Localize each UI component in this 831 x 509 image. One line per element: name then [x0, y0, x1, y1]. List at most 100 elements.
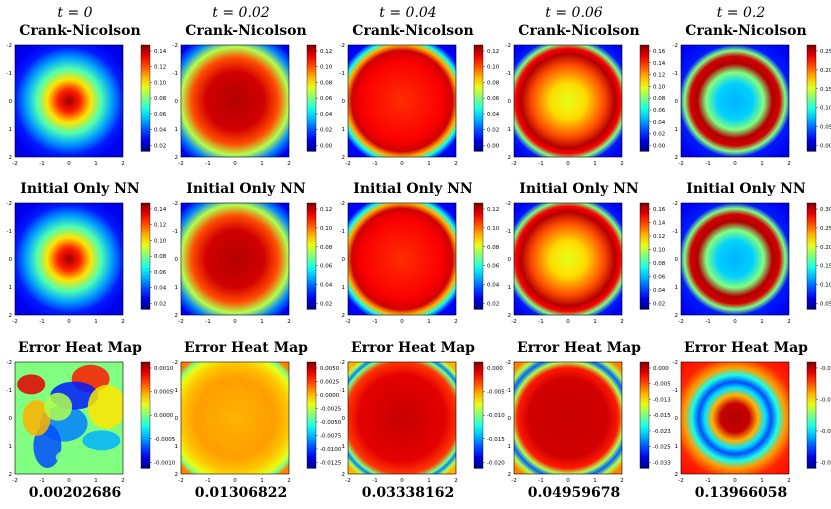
heatmap-field — [15, 203, 123, 315]
colorbar-tick-label: 0.12 — [487, 49, 499, 55]
y-tick-label: -2 — [340, 43, 345, 49]
x-tick-label: -1 — [205, 161, 210, 167]
colorbar-tick-label: -0.033 — [653, 460, 671, 466]
colorbar-tick-label: 0.06 — [653, 108, 666, 114]
x-tick-label: 2 — [454, 161, 458, 167]
y-tick-label: 1 — [9, 444, 13, 450]
heatmap-field — [514, 362, 622, 474]
time-label: t = 0.04 — [379, 5, 437, 21]
colorbar — [473, 44, 484, 152]
colorbar-tick-label: 0.04 — [653, 120, 666, 126]
x-tick-label: 1 — [260, 478, 264, 484]
y-tick-label: -2 — [673, 43, 678, 49]
panel-title: Initial Only NN — [186, 181, 306, 197]
panel-title: Crank-Nicolson — [518, 23, 640, 39]
colorbar-tick-label: 0.16 — [653, 49, 666, 55]
x-tick-label: -2 — [678, 319, 683, 325]
colorbar-tick-label: 0.08 — [487, 245, 500, 251]
y-tick-label: 0 — [342, 416, 346, 422]
noise-blob — [87, 384, 123, 429]
colorbar-tick-label: 0.08 — [653, 96, 666, 102]
x-tick-label: -2 — [178, 161, 183, 167]
y-tick-label: 0 — [508, 257, 512, 263]
colorbar-tick-label: 0.04 — [154, 286, 167, 292]
y-tick-label: 1 — [175, 285, 179, 291]
colorbar-tick-label: 0.08 — [320, 245, 333, 251]
x-tick-label: -1 — [538, 161, 543, 167]
x-tick-label: -1 — [39, 319, 44, 325]
x-tick-label: -1 — [705, 319, 710, 325]
y-tick-label: -1 — [506, 388, 511, 394]
x-tick-label: 0 — [733, 161, 737, 167]
y-tick-label: -2 — [7, 201, 12, 207]
colorbar-tick-label: 0.10 — [154, 238, 167, 244]
colorbar — [806, 44, 817, 152]
colorbar-tick-label: 0.08 — [154, 96, 167, 102]
x-tick-label: 2 — [287, 478, 291, 484]
colorbar-tick-label: 0.06 — [154, 270, 167, 276]
colorbar-tick-label: 0.0000 — [154, 413, 174, 419]
y-tick-label: -1 — [340, 388, 345, 394]
x-tick-label: -1 — [39, 161, 44, 167]
x-tick-label: 0 — [566, 478, 570, 484]
colorbar-tick-label: 0.12 — [320, 207, 332, 213]
x-tick-label: -2 — [178, 478, 183, 484]
colorbar-tick-label: 0.14 — [154, 207, 167, 213]
colorbar — [473, 361, 484, 469]
panel-title: Error Heat Map — [184, 340, 308, 356]
y-tick-label: 0 — [675, 99, 679, 105]
error-value: 0.04959678 — [527, 485, 621, 501]
colorbar-tick-label: 0.0010 — [154, 366, 174, 372]
x-tick-label: 0 — [400, 319, 404, 325]
plot-frame — [680, 202, 790, 316]
colorbar-tick-label: 0.05 — [820, 125, 831, 131]
y-tick-label: 1 — [342, 285, 346, 291]
x-tick-label: -1 — [372, 161, 377, 167]
y-tick-label: -1 — [673, 388, 678, 394]
y-tick-label: -2 — [173, 43, 178, 49]
panel-title: Error Heat Map — [351, 340, 475, 356]
colorbar-tick-label: 0.000 — [653, 366, 669, 372]
colorbar-tick-label: -0.0005 — [154, 437, 176, 443]
y-tick-label: -1 — [173, 388, 178, 394]
x-tick-label: -2 — [12, 319, 17, 325]
x-tick-label: 1 — [593, 319, 597, 325]
plot-frame — [14, 202, 124, 316]
y-tick-label: 0 — [675, 257, 679, 263]
y-tick-label: 2 — [508, 155, 512, 161]
colorbar-tick-label: -0.0100 — [320, 447, 342, 453]
error-value: 0.00202686 — [28, 485, 122, 501]
plot-frame — [180, 44, 290, 158]
colorbar-tick-label: 0.12 — [653, 73, 665, 79]
x-tick-label: -2 — [511, 319, 516, 325]
colorbar-tick-label: 0.25 — [820, 226, 831, 232]
colorbar-tick-label: 0.16 — [653, 207, 666, 213]
x-tick-label: 2 — [121, 319, 125, 325]
x-tick-label: -2 — [12, 478, 17, 484]
x-tick-label: -2 — [12, 161, 17, 167]
x-tick-label: 2 — [454, 319, 458, 325]
colorbar-tick-label: 0.15 — [820, 264, 831, 270]
colorbar-tick-label: 0.20 — [820, 245, 831, 251]
colorbar-tick-label: 0.06 — [320, 96, 333, 102]
noise-blob — [82, 430, 121, 451]
colorbar — [140, 361, 151, 469]
y-tick-label: -1 — [173, 71, 178, 77]
colorbar-tick-label: 0.02 — [653, 132, 665, 138]
y-tick-label: 0 — [342, 99, 346, 105]
noise-blob — [44, 392, 73, 421]
colorbar-tick-label: 0.00 — [320, 143, 333, 149]
colorbar-tick-label: 0.02 — [487, 128, 499, 134]
colorbar-tick-label: -0.013 — [653, 397, 671, 403]
x-tick-label: 1 — [94, 478, 98, 484]
x-tick-label: 1 — [427, 161, 431, 167]
y-tick-label: 1 — [9, 285, 13, 291]
colorbar-tick-label: 0.20 — [820, 68, 831, 74]
y-tick-label: 1 — [175, 127, 179, 133]
x-tick-label: 1 — [260, 319, 264, 325]
noise-blob — [17, 374, 46, 395]
colorbar-tick-label: 0.06 — [320, 264, 333, 270]
y-tick-label: 1 — [508, 285, 512, 291]
colorbar-tick-label: 0.08 — [487, 80, 500, 86]
colorbar-tick-label: 0.04 — [653, 288, 666, 294]
